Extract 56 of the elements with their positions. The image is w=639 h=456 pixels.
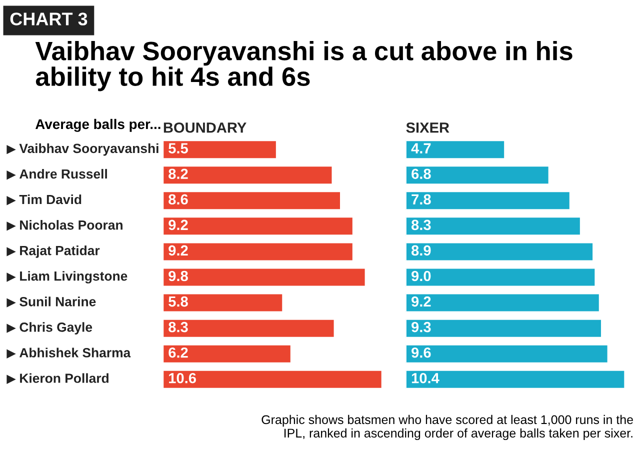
data-label: 9.6	[412, 347, 431, 358]
bar	[162, 216, 354, 236]
bar	[162, 318, 336, 338]
bar	[406, 216, 582, 236]
data-label: 8.9	[411, 245, 431, 256]
data-label: 9.2	[168, 245, 188, 256]
caption: CHART 3	[10, 12, 88, 26]
data-label: 7.8	[412, 194, 431, 205]
y-tick-label: Nicholas Pooran	[20, 220, 122, 230]
bar	[162, 242, 354, 262]
bar	[162, 190, 342, 211]
chart-title: BOUNDARY	[164, 122, 246, 133]
bar	[406, 370, 626, 390]
bar	[406, 165, 550, 185]
y-tick-label: Kieron Pollard	[20, 373, 108, 383]
data-label: 6.8	[412, 168, 431, 180]
bar	[162, 292, 284, 313]
bar	[406, 242, 594, 262]
text: Vaibhav Sooryavanshi is a cut above in his ability to hit 4s and 6s	[35, 41, 572, 92]
chart-title: SIXER	[406, 122, 450, 133]
y-tick-label: Chris Gayle	[20, 322, 92, 334]
data-label: 5.5	[168, 143, 188, 154]
data-label: 8.2	[168, 168, 188, 180]
bar	[406, 344, 609, 364]
bar	[162, 370, 383, 390]
bar	[162, 165, 334, 185]
y-tick-label: Andre Russell	[20, 168, 107, 179]
data-label: 10.4	[412, 372, 440, 384]
data-label: 5.8	[168, 296, 188, 307]
y-tick-label: Sunil Narine	[20, 296, 96, 306]
data-label: 8.3	[168, 322, 188, 332]
y-tick-label: Liam Livingstone	[20, 271, 128, 284]
bar	[406, 292, 600, 313]
text: Graphic shows batsmen who have scored at least 1,000 runs in the IPL, ranked in ascending order of average balls taken per sixer.	[262, 414, 633, 440]
bar	[162, 267, 366, 288]
data-label: 6.2	[168, 347, 188, 358]
data-label: 9.0	[412, 270, 431, 282]
data-label: 8.3	[411, 220, 431, 230]
text: Average balls per...	[35, 118, 160, 132]
bar	[406, 190, 571, 211]
y-tick-label: Rajat Patidar	[20, 246, 100, 258]
bar	[406, 267, 596, 288]
data-label: 9.3	[412, 322, 431, 332]
y-tick-label: Vaibhav Sooryavanshi	[19, 143, 158, 156]
bar	[162, 344, 292, 364]
bar	[406, 140, 506, 160]
data-label: 10.6	[169, 372, 196, 384]
y-tick-label: Tim David	[19, 194, 82, 204]
data-label: 9.2	[168, 220, 188, 230]
data-label: 9.8	[168, 270, 188, 282]
data-label: 4.7	[411, 143, 431, 154]
data-label: 8.6	[168, 194, 188, 205]
data-label: 9.2	[412, 296, 431, 307]
bar	[162, 140, 278, 160]
bar	[406, 318, 602, 338]
y-tick-label: Abhishek Sharma	[20, 348, 131, 358]
